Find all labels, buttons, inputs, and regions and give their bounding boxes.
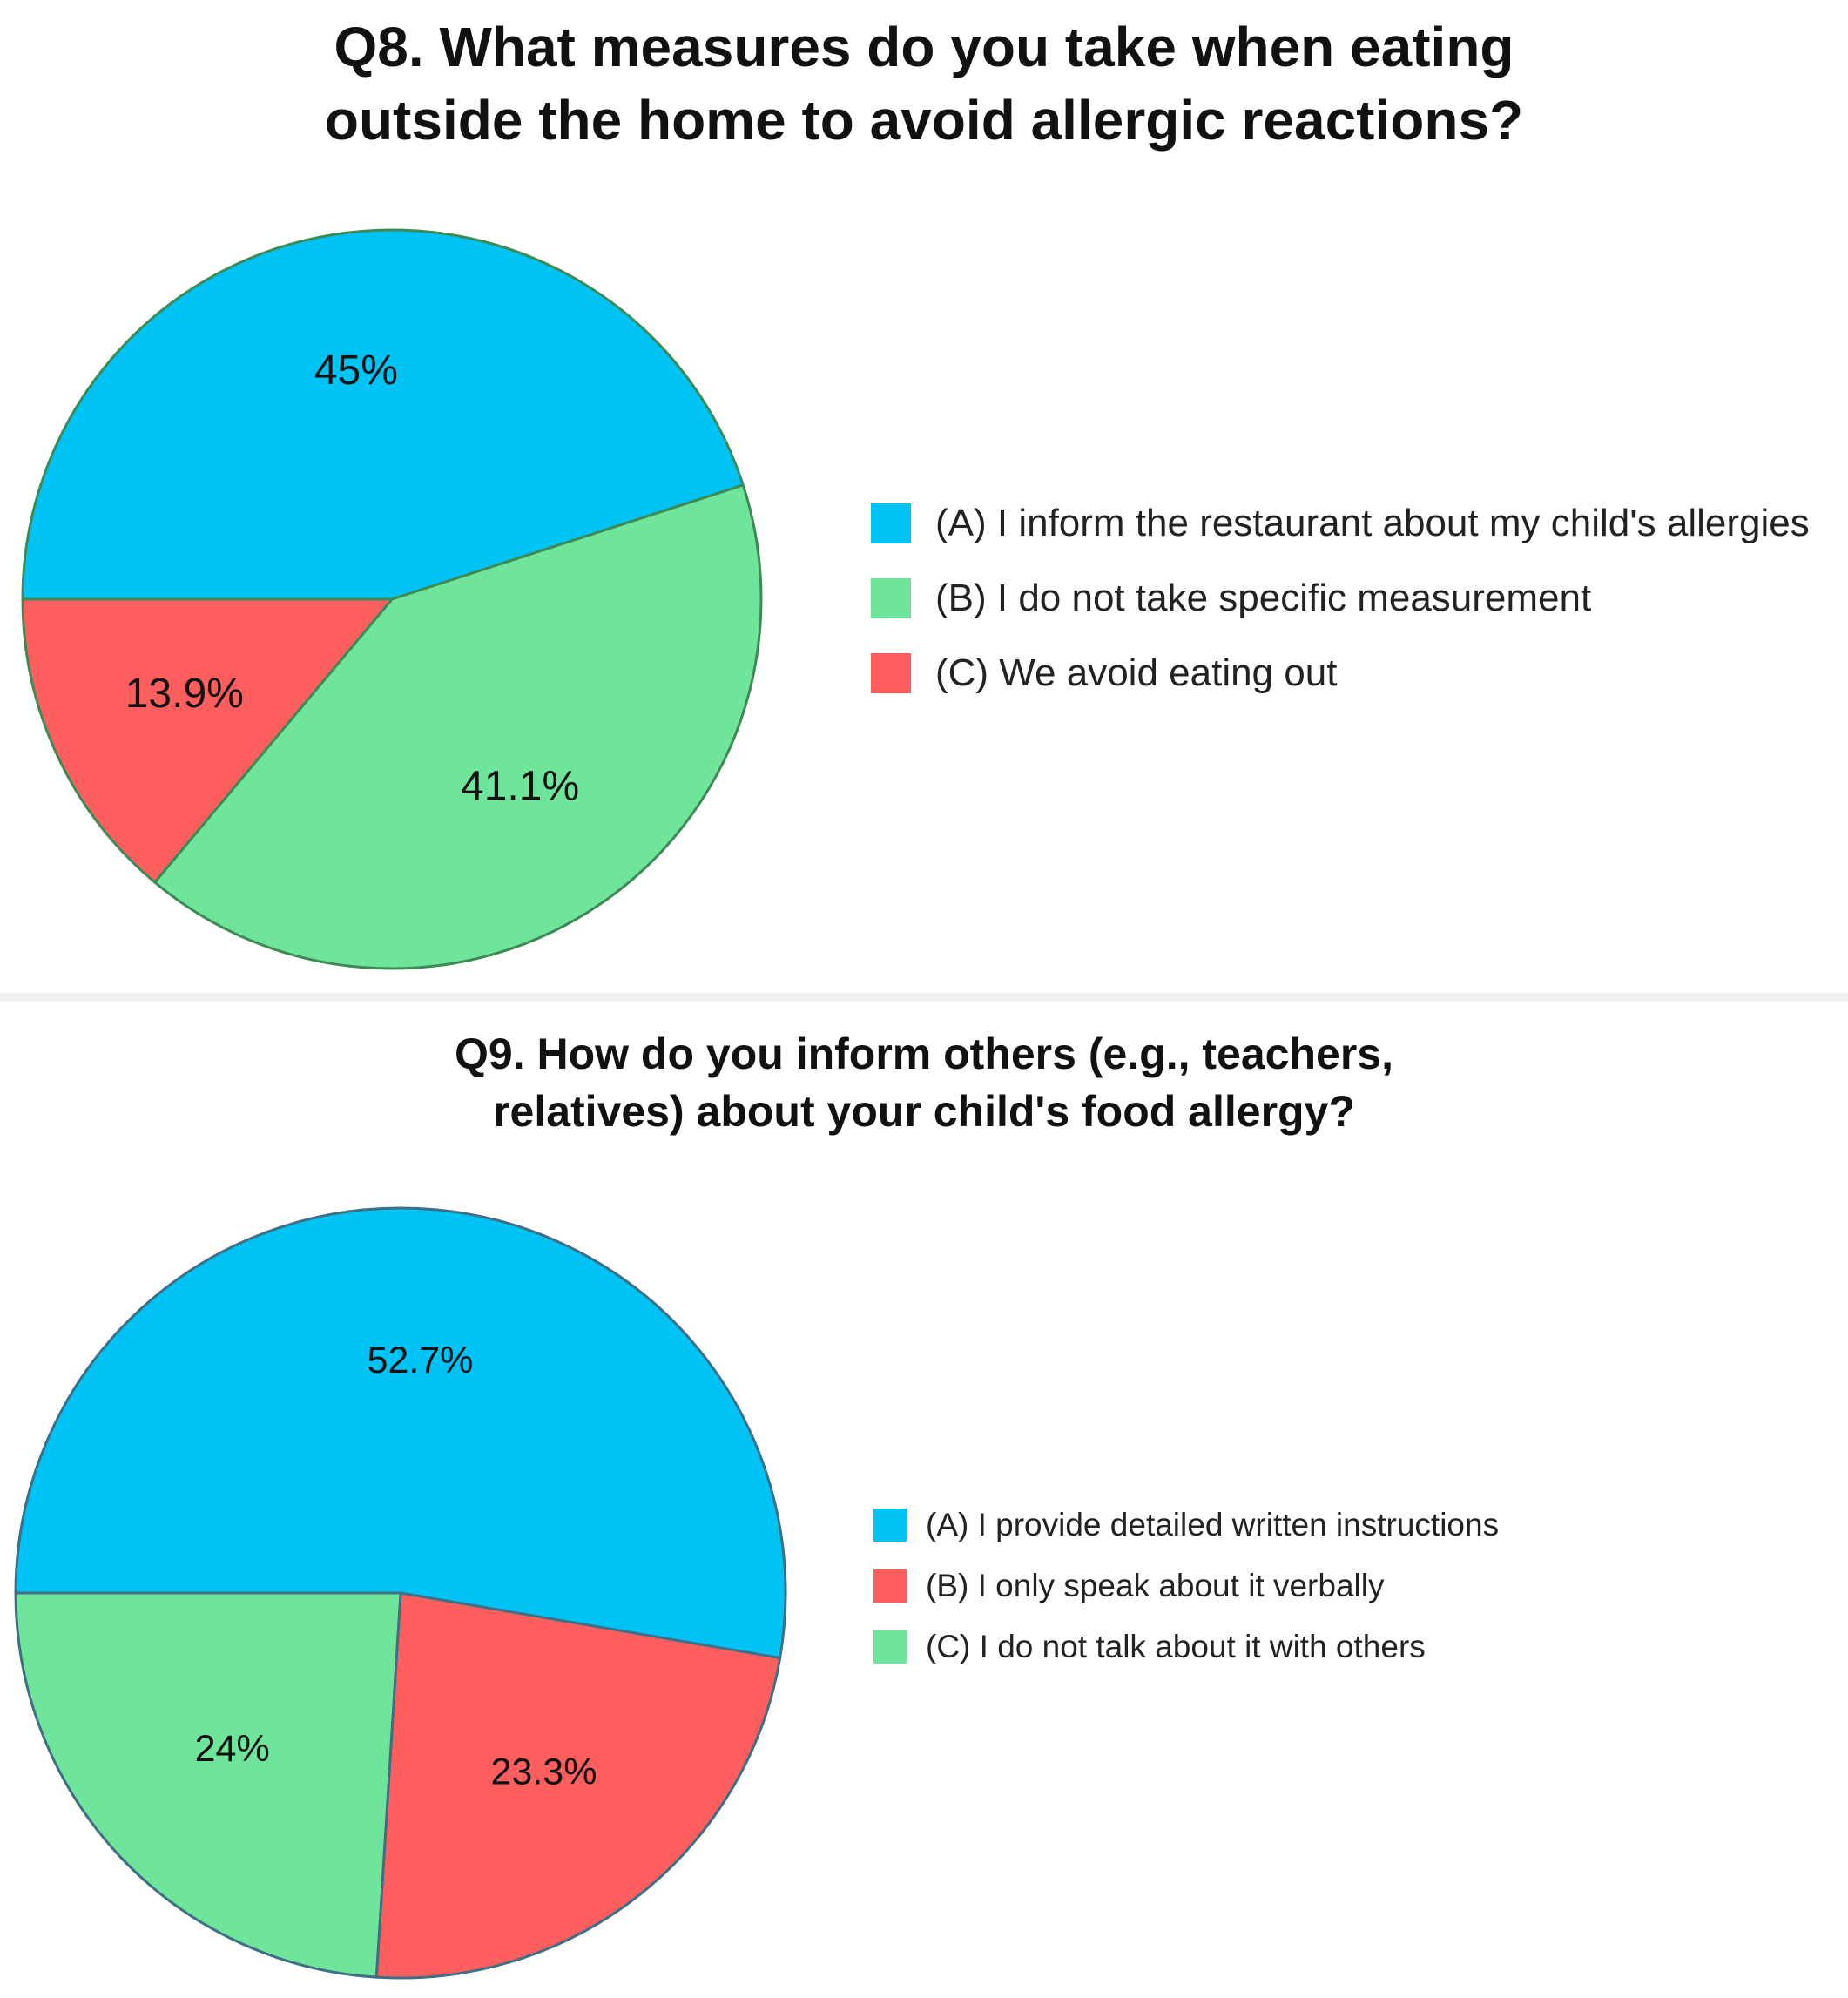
q9-legend-swatch-b — [873, 1569, 907, 1603]
q8-chart-panel: Q8. What measures do you take when eatin… — [0, 0, 1848, 991]
q8-legend-label-c: (C) We avoid eating out — [935, 651, 1338, 694]
q8-title-line-1: Q8. What measures do you take when eatin… — [334, 16, 1514, 78]
q9-slice-label-c: 24% — [195, 1728, 270, 1770]
q8-pie-chart: 45% 41.1% 13.9% — [21, 228, 763, 970]
q9-pie-chart: 52.7% 23.3% 24% — [14, 1206, 787, 1980]
q9-legend-label-a: (A) I provide detailed written instructi… — [926, 1507, 1500, 1542]
q9-legend-label-b: (B) I only speak about it verbally — [926, 1568, 1385, 1603]
q9-legend: (A) I provide detailed written instructi… — [873, 1507, 1744, 1681]
q8-slice-label-a: 45% — [314, 348, 398, 394]
q9-chart-panel: Q9. How do you inform others (e.g., teac… — [0, 1003, 1848, 1995]
q9-legend-label-c: (C) I do not talk about it with others — [926, 1629, 1426, 1664]
q8-slice-c — [21, 597, 394, 884]
q9-legend-swatch-c — [873, 1630, 907, 1664]
q9-title-line-1: Q9. How do you inform others (e.g., teac… — [455, 1029, 1393, 1078]
q8-title-line-2: outside the home to avoid allergic react… — [324, 89, 1524, 152]
q9-slice-label-a: 52.7% — [367, 1340, 473, 1381]
q9-slice-a — [14, 1206, 787, 1660]
q9-title-line-2: relatives) about your child's food aller… — [493, 1087, 1355, 1136]
q8-slice-label-b: 41.1% — [461, 764, 579, 810]
q8-legend-label-a: (A) I inform the restaurant about my chi… — [935, 502, 1810, 544]
panel-divider — [0, 993, 1848, 1002]
q9-legend-swatch-a — [873, 1509, 907, 1542]
q8-legend-label-b: (B) I do not take specific measurement — [935, 577, 1592, 619]
q8-slice-b — [153, 483, 763, 970]
q9-chart-title: Q9. How do you inform others (e.g., teac… — [0, 1025, 1848, 1140]
q8-slice-a — [21, 228, 745, 601]
q9-slice-label-b: 23.3% — [491, 1751, 597, 1792]
q9-slice-c — [14, 1591, 402, 1979]
q8-legend-swatch-a — [871, 503, 911, 543]
q8-chart-title: Q8. What measures do you take when eatin… — [0, 10, 1848, 157]
q8-slice-label-c: 13.9% — [125, 671, 244, 717]
q8-legend-swatch-b — [871, 578, 911, 618]
q9-slice-b — [374, 1591, 782, 1980]
q8-legend: (A) I inform the restaurant about my chi… — [871, 502, 1829, 711]
q8-legend-swatch-c — [871, 653, 911, 693]
